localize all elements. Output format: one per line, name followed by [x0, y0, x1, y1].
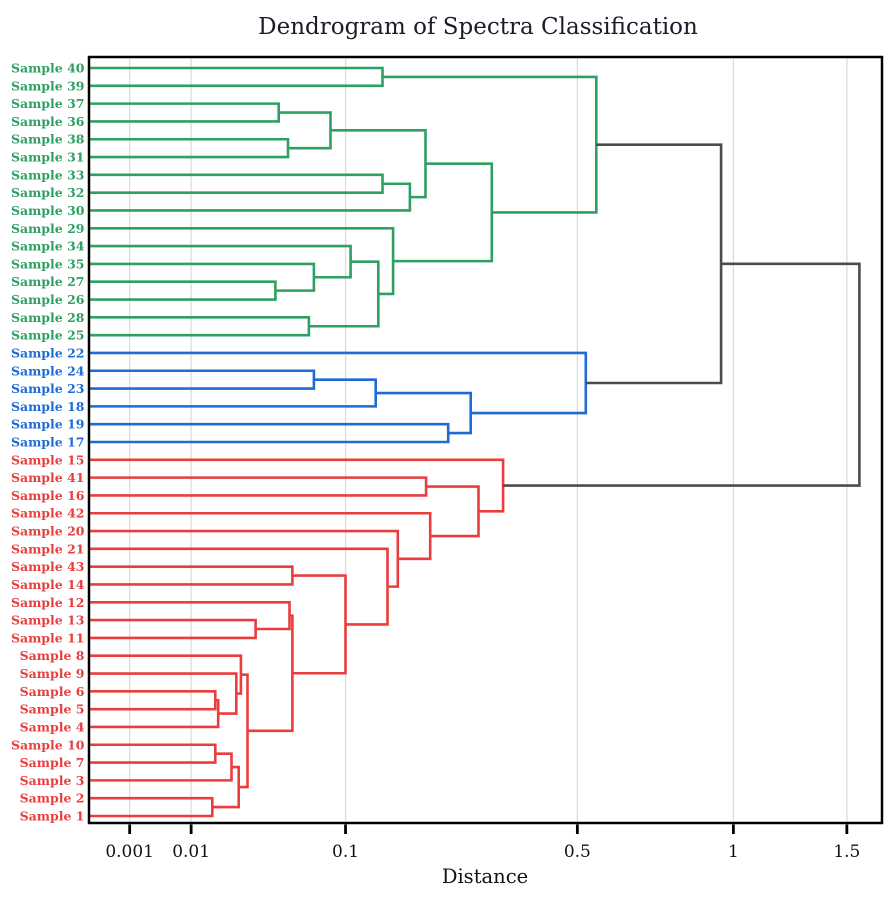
leaf-label: Sample 22 [11, 346, 85, 361]
dendrogram-link-b1 [89, 369, 316, 390]
dendrogram-link-r10 [89, 752, 233, 782]
leaf-label: Sample 16 [11, 488, 85, 503]
leaf-label: Sample 11 [11, 630, 85, 645]
dendrogram-link-r5 [89, 690, 217, 711]
leaf-label: Sample 9 [20, 666, 85, 681]
dendrogram-link-g3 [89, 137, 290, 159]
dendrogram-link-r1 [89, 476, 428, 497]
dendrogram-link-r11 [89, 796, 214, 818]
dendrogram-link-r6 [89, 698, 220, 729]
leaf-label: Sample 28 [11, 310, 85, 325]
leaf-label: Sample 41 [11, 470, 85, 485]
dendrogram-link-g13 [89, 226, 395, 296]
leaf-label: Sample 33 [11, 167, 85, 182]
dendrogram-link-g6 [89, 182, 412, 212]
leaf-label: Sample 8 [20, 648, 85, 663]
leaf-label: Sample 14 [11, 577, 85, 592]
x-tick-label: 1.5 [833, 842, 860, 862]
dendrogram-link-g12 [308, 260, 380, 328]
leaf-label: Sample 26 [11, 292, 85, 307]
grid-layer [129, 58, 848, 822]
dendrogram-link-g7 [330, 129, 427, 199]
x-tick-label: 0.001 [105, 842, 154, 862]
leaf-label: Sample 39 [11, 78, 85, 93]
x-axis-label: Distance [442, 865, 528, 888]
leaf-label: Sample 17 [11, 435, 85, 450]
dendrogram-link-g11 [89, 316, 311, 337]
dendrogram-link-g9 [89, 262, 316, 292]
dendrogram-link-g1 [89, 66, 384, 88]
leaf-label: Sample 15 [11, 452, 85, 467]
dendrogram-link-r16 [89, 547, 389, 626]
leaf-label: Sample 3 [20, 773, 85, 788]
dendrogram-link-r9 [89, 743, 217, 764]
leaf-label: Sample 35 [11, 256, 85, 271]
leaf-label: Sample 32 [11, 185, 85, 200]
leaf-label: Sample 43 [11, 559, 85, 574]
leaf-label-layer: Sample 40 Sample 39 Sample 37 Sample 36 Samp… [11, 61, 85, 824]
dendrogram-link-g2 [89, 102, 280, 123]
leaf-label: Sample 10 [11, 737, 85, 752]
leaf-label: Sample 19 [11, 417, 85, 432]
x-tick-label: 0.5 [564, 842, 591, 862]
x-tick-label: 0.01 [172, 842, 210, 862]
dendrogram-link-b4 [375, 391, 472, 435]
dendrogram-link-r17 [89, 529, 400, 588]
dendrogram-link-x1 [585, 143, 723, 385]
leaf-label: Sample 31 [11, 150, 85, 165]
chart-title: Dendrogram of Spectra Classification [258, 14, 698, 40]
dendrogram-link-r4 [89, 600, 291, 631]
leaf-label: Sample 34 [11, 239, 85, 254]
dendrogram-link-g4 [278, 111, 332, 150]
dendrogram-link-b3 [89, 422, 450, 444]
leaf-label: Sample 29 [11, 221, 85, 236]
leaf-label: Sample 4 [20, 720, 85, 735]
x-tick-label: 0.1 [332, 842, 359, 862]
dendrogram-link-g10 [89, 244, 352, 279]
leaf-label: Sample 12 [11, 595, 85, 610]
frame-layer [87, 55, 884, 825]
tick-layer: 0.001 0.01 0.1 0.5 1 1.5 [105, 824, 860, 862]
plot-frame [87, 55, 884, 825]
leaf-label: Sample 7 [20, 755, 85, 770]
leaf-label: Sample 13 [11, 613, 85, 628]
leaf-label: Sample 5 [20, 702, 85, 717]
leaf-label: Sample 23 [11, 381, 85, 396]
leaf-label: Sample 36 [11, 114, 85, 129]
leaf-label: Sample 42 [11, 506, 85, 521]
leaf-label: Sample 2 [20, 791, 85, 806]
dendrogram-link-g15 [382, 75, 598, 214]
dendrogram-link-r18 [89, 511, 432, 561]
leaf-label: Sample 20 [11, 524, 85, 539]
leaf-label: Sample 24 [11, 363, 85, 378]
leaf-label: Sample 38 [11, 132, 85, 147]
leaf-label: Sample 6 [20, 684, 85, 699]
x-tick-label: 1 [728, 842, 739, 862]
dendrogram-link-r3 [89, 618, 257, 640]
dendrogram-link-b2 [89, 378, 377, 408]
leaf-label: Sample 27 [11, 274, 85, 289]
leaf-label: Sample 18 [11, 399, 85, 414]
link-layer [89, 66, 861, 818]
dendrogram-link-g14 [393, 162, 494, 263]
dendrogram-link-g5 [89, 173, 384, 194]
dendrogram-link-x2 [503, 262, 861, 487]
leaf-label: Sample 21 [11, 541, 85, 556]
dendrogram-link-b5 [89, 351, 588, 415]
dendrogram-link-r15 [292, 574, 347, 675]
dendrogram-link-g8 [89, 280, 277, 301]
leaf-label: Sample 1 [20, 809, 85, 824]
dendrogram-link-r12 [212, 765, 240, 809]
dendrogram-link-r14 [247, 614, 294, 733]
leaf-label: Sample 37 [11, 96, 85, 111]
dendrogram-link-r19 [426, 485, 480, 538]
leaf-label: Sample 25 [11, 328, 85, 343]
leaf-label: Sample 30 [11, 203, 85, 218]
leaf-label: Sample 40 [11, 61, 85, 76]
